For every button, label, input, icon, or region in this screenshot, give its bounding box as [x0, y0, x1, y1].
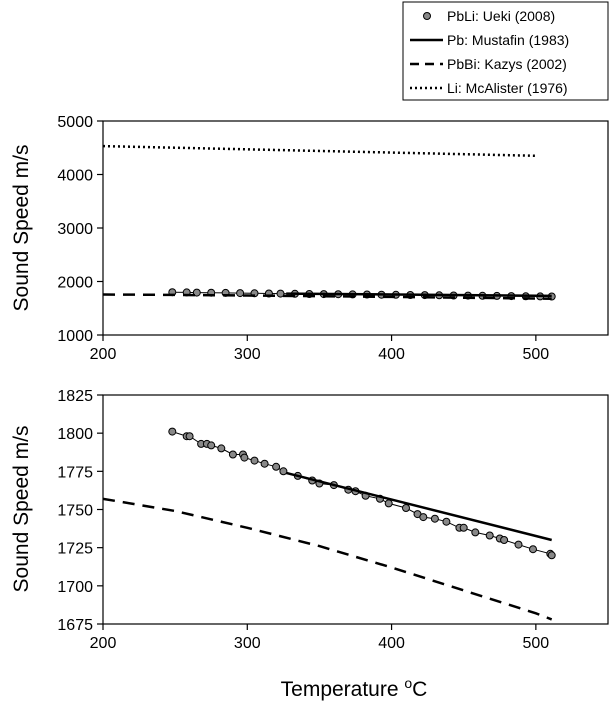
bottom-pbli-point: [471, 528, 480, 537]
top-x-tick-label: 400: [378, 346, 405, 363]
bottom-pbli-point: [240, 453, 249, 462]
top-plot-frame: [102, 120, 609, 336]
bottom-x-tick-label: 400: [378, 635, 405, 652]
legend-marker-pbli: [423, 12, 431, 20]
top-y-tick-label: 2000: [57, 275, 93, 292]
top-series-pb-line: [286, 292, 552, 298]
legend-label-pbli: PbLi: Ueki (2008): [447, 8, 555, 24]
bottom-series-pb-line: [285, 471, 553, 542]
bottom-pbli-point: [250, 456, 259, 465]
top-y-tick-label: 3000: [57, 221, 93, 238]
top-ticks-layer: 200 300 400 500 1000 2000 3000 4000 5000: [57, 114, 549, 363]
bottom-pbli-point: [419, 513, 428, 522]
bottom-x-tick-label: 300: [234, 635, 261, 652]
bottom-y-tick-label: 1675: [57, 617, 93, 634]
bottom-y-tick-label: 1725: [57, 541, 93, 558]
bottom-x-tick-label: 500: [523, 635, 550, 652]
bottom-pbli-point: [547, 551, 556, 560]
chart-top: 200 300 400 500 1000 2000 3000 4000 5000 Sound S…: [10, 114, 609, 363]
bottom-x-tick-label: 200: [90, 635, 117, 652]
top-series-layer: [103, 144, 556, 301]
chart-bottom: 200 300 400 500 1675 1700 1725 1750 1775 1800 1825…: [10, 388, 609, 701]
legend-label-pbbi: PbBi: Kazys (2002): [447, 56, 567, 72]
bottom-series-layer: [103, 427, 556, 621]
bottom-pbli-point: [430, 514, 439, 523]
bottom-series-pbli-trend: [172, 431, 553, 556]
top-y-tick-label: 5000: [57, 114, 93, 131]
bottom-pbli-point: [402, 504, 410, 512]
bottom-pbli-point: [185, 432, 194, 441]
bottom-x-axis-label: Temperature oC: [281, 675, 428, 701]
bottom-pbli-point: [207, 441, 216, 450]
bottom-pbli-point: [260, 459, 269, 468]
top-y-tick-label: 4000: [57, 168, 93, 185]
legend-box: [402, 1, 609, 101]
top-series-pbbi-line: [103, 293, 552, 300]
bottom-y-tick-label: 1750: [57, 503, 93, 520]
bottom-pbli-point: [228, 450, 237, 459]
top-x-tick-label: 500: [523, 346, 550, 363]
bottom-pbli-point: [279, 467, 288, 476]
bottom-pbli-point: [272, 462, 281, 471]
bottom-y-tick-label: 1825: [57, 388, 93, 405]
bottom-pbli-point: [514, 540, 523, 549]
top-pbli-point: [192, 288, 201, 297]
bottom-pbli-point: [529, 545, 537, 554]
bottom-plot-frame: [102, 394, 609, 625]
top-x-tick-label: 200: [90, 346, 117, 363]
bottom-ticks-layer: 200 300 400 500 1675 1700 1725 1750 1775 1800 1825: [57, 388, 549, 652]
bottom-pbli-point: [384, 499, 393, 508]
bottom-pbli-point: [217, 444, 226, 453]
bottom-pbli-point: [442, 517, 451, 526]
bottom-pbli-point: [500, 536, 509, 544]
bottom-y-tick-label: 1800: [57, 426, 93, 443]
bottom-y-axis-label: Sound Speed m/s: [10, 426, 33, 593]
top-x-tick-label: 300: [234, 346, 261, 363]
legend: PbLi: Ueki (2008) Pb: Mustafin (1983) Pb…: [402, 1, 609, 101]
top-y-tick-label: 1000: [57, 328, 93, 345]
bottom-y-tick-label: 1700: [57, 579, 93, 596]
top-series-li-line: [103, 144, 536, 158]
bottom-pbli-point: [168, 427, 177, 436]
bottom-pbli-point: [485, 531, 494, 540]
legend-label-pb: Pb: Mustafin (1983): [447, 32, 569, 48]
bottom-y-tick-label: 1775: [57, 464, 93, 481]
top-y-axis-label: Sound Speed m/s: [10, 145, 33, 312]
legend-label-li: Li: McAlister (1976): [447, 80, 568, 96]
bottom-series-pbbi-line: [103, 497, 553, 621]
top-pbli-point: [276, 289, 285, 298]
bottom-pbli-point: [459, 523, 468, 532]
top-pbli-point: [236, 289, 245, 298]
